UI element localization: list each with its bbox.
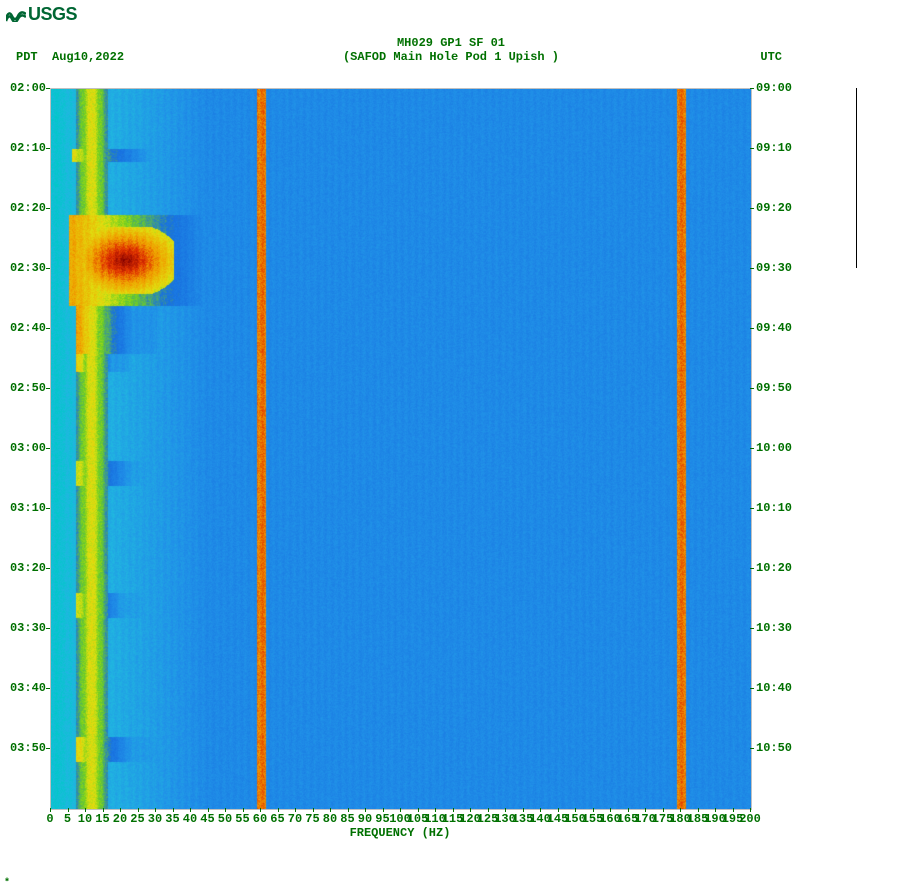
x-tick: 30 bbox=[148, 812, 162, 826]
y-tick-right: 09:10 bbox=[756, 142, 800, 154]
left-timezone-date: PDT Aug10,2022 bbox=[16, 50, 124, 64]
y-tick-right: 09:50 bbox=[756, 382, 800, 394]
y-tick-right: 10:30 bbox=[756, 622, 800, 634]
spectrogram-plot bbox=[50, 88, 752, 810]
x-tick: 85 bbox=[340, 812, 354, 826]
x-tick: 20 bbox=[113, 812, 127, 826]
y-tick-right: 10:50 bbox=[756, 742, 800, 754]
wave-icon bbox=[6, 8, 26, 22]
x-tick: 45 bbox=[200, 812, 214, 826]
y-tick-right: 10:00 bbox=[756, 442, 800, 454]
y-tick-right: 09:20 bbox=[756, 202, 800, 214]
y-tick-right: 10:40 bbox=[756, 682, 800, 694]
x-tick: 90 bbox=[358, 812, 372, 826]
y-tick-right: 09:00 bbox=[756, 82, 800, 94]
x-axis-label: FREQUENCY (HZ) bbox=[50, 826, 750, 840]
x-tick: 60 bbox=[253, 812, 267, 826]
y-tick-right: 09:30 bbox=[756, 262, 800, 274]
y-tick-right: 09:40 bbox=[756, 322, 800, 334]
right-timezone: UTC bbox=[760, 50, 782, 64]
x-tick: 50 bbox=[218, 812, 232, 826]
x-tick: 55 bbox=[235, 812, 249, 826]
y-tick-left: 03:40 bbox=[2, 682, 46, 694]
y-tick-left: 02:30 bbox=[2, 262, 46, 274]
x-tick: 0 bbox=[46, 812, 53, 826]
right-scale-bar bbox=[856, 88, 857, 268]
x-tick: 95 bbox=[375, 812, 389, 826]
y-tick-left: 02:40 bbox=[2, 322, 46, 334]
spectrogram-canvas bbox=[51, 89, 751, 809]
x-tick: 35 bbox=[165, 812, 179, 826]
date-label: Aug10,2022 bbox=[52, 50, 124, 64]
x-tick: 15 bbox=[95, 812, 109, 826]
y-tick-left: 03:20 bbox=[2, 562, 46, 574]
x-tick: 75 bbox=[305, 812, 319, 826]
y-tick-left: 03:30 bbox=[2, 622, 46, 634]
y-tick-left: 02:10 bbox=[2, 142, 46, 154]
x-tick: 65 bbox=[270, 812, 284, 826]
logo-text: USGS bbox=[28, 4, 77, 25]
x-tick: 40 bbox=[183, 812, 197, 826]
y-tick-left: 02:50 bbox=[2, 382, 46, 394]
x-tick: 25 bbox=[130, 812, 144, 826]
title-line-1: MH029 GP1 SF 01 bbox=[0, 36, 902, 50]
y-tick-right: 10:20 bbox=[756, 562, 800, 574]
y-tick-left: 02:20 bbox=[2, 202, 46, 214]
x-tick: 5 bbox=[64, 812, 71, 826]
x-tick: 200 bbox=[739, 812, 761, 826]
y-tick-left: 02:00 bbox=[2, 82, 46, 94]
x-tick: 70 bbox=[288, 812, 302, 826]
tz-right-label: UTC bbox=[760, 50, 782, 64]
y-tick-right: 10:10 bbox=[756, 502, 800, 514]
x-tick: 10 bbox=[78, 812, 92, 826]
x-tick: 80 bbox=[323, 812, 337, 826]
y-tick-left: 03:50 bbox=[2, 742, 46, 754]
footnote-mark: * bbox=[4, 878, 10, 889]
y-tick-left: 03:10 bbox=[2, 502, 46, 514]
y-tick-left: 03:00 bbox=[2, 442, 46, 454]
tz-left-label: PDT bbox=[16, 50, 38, 64]
usgs-logo: USGS bbox=[6, 4, 77, 25]
